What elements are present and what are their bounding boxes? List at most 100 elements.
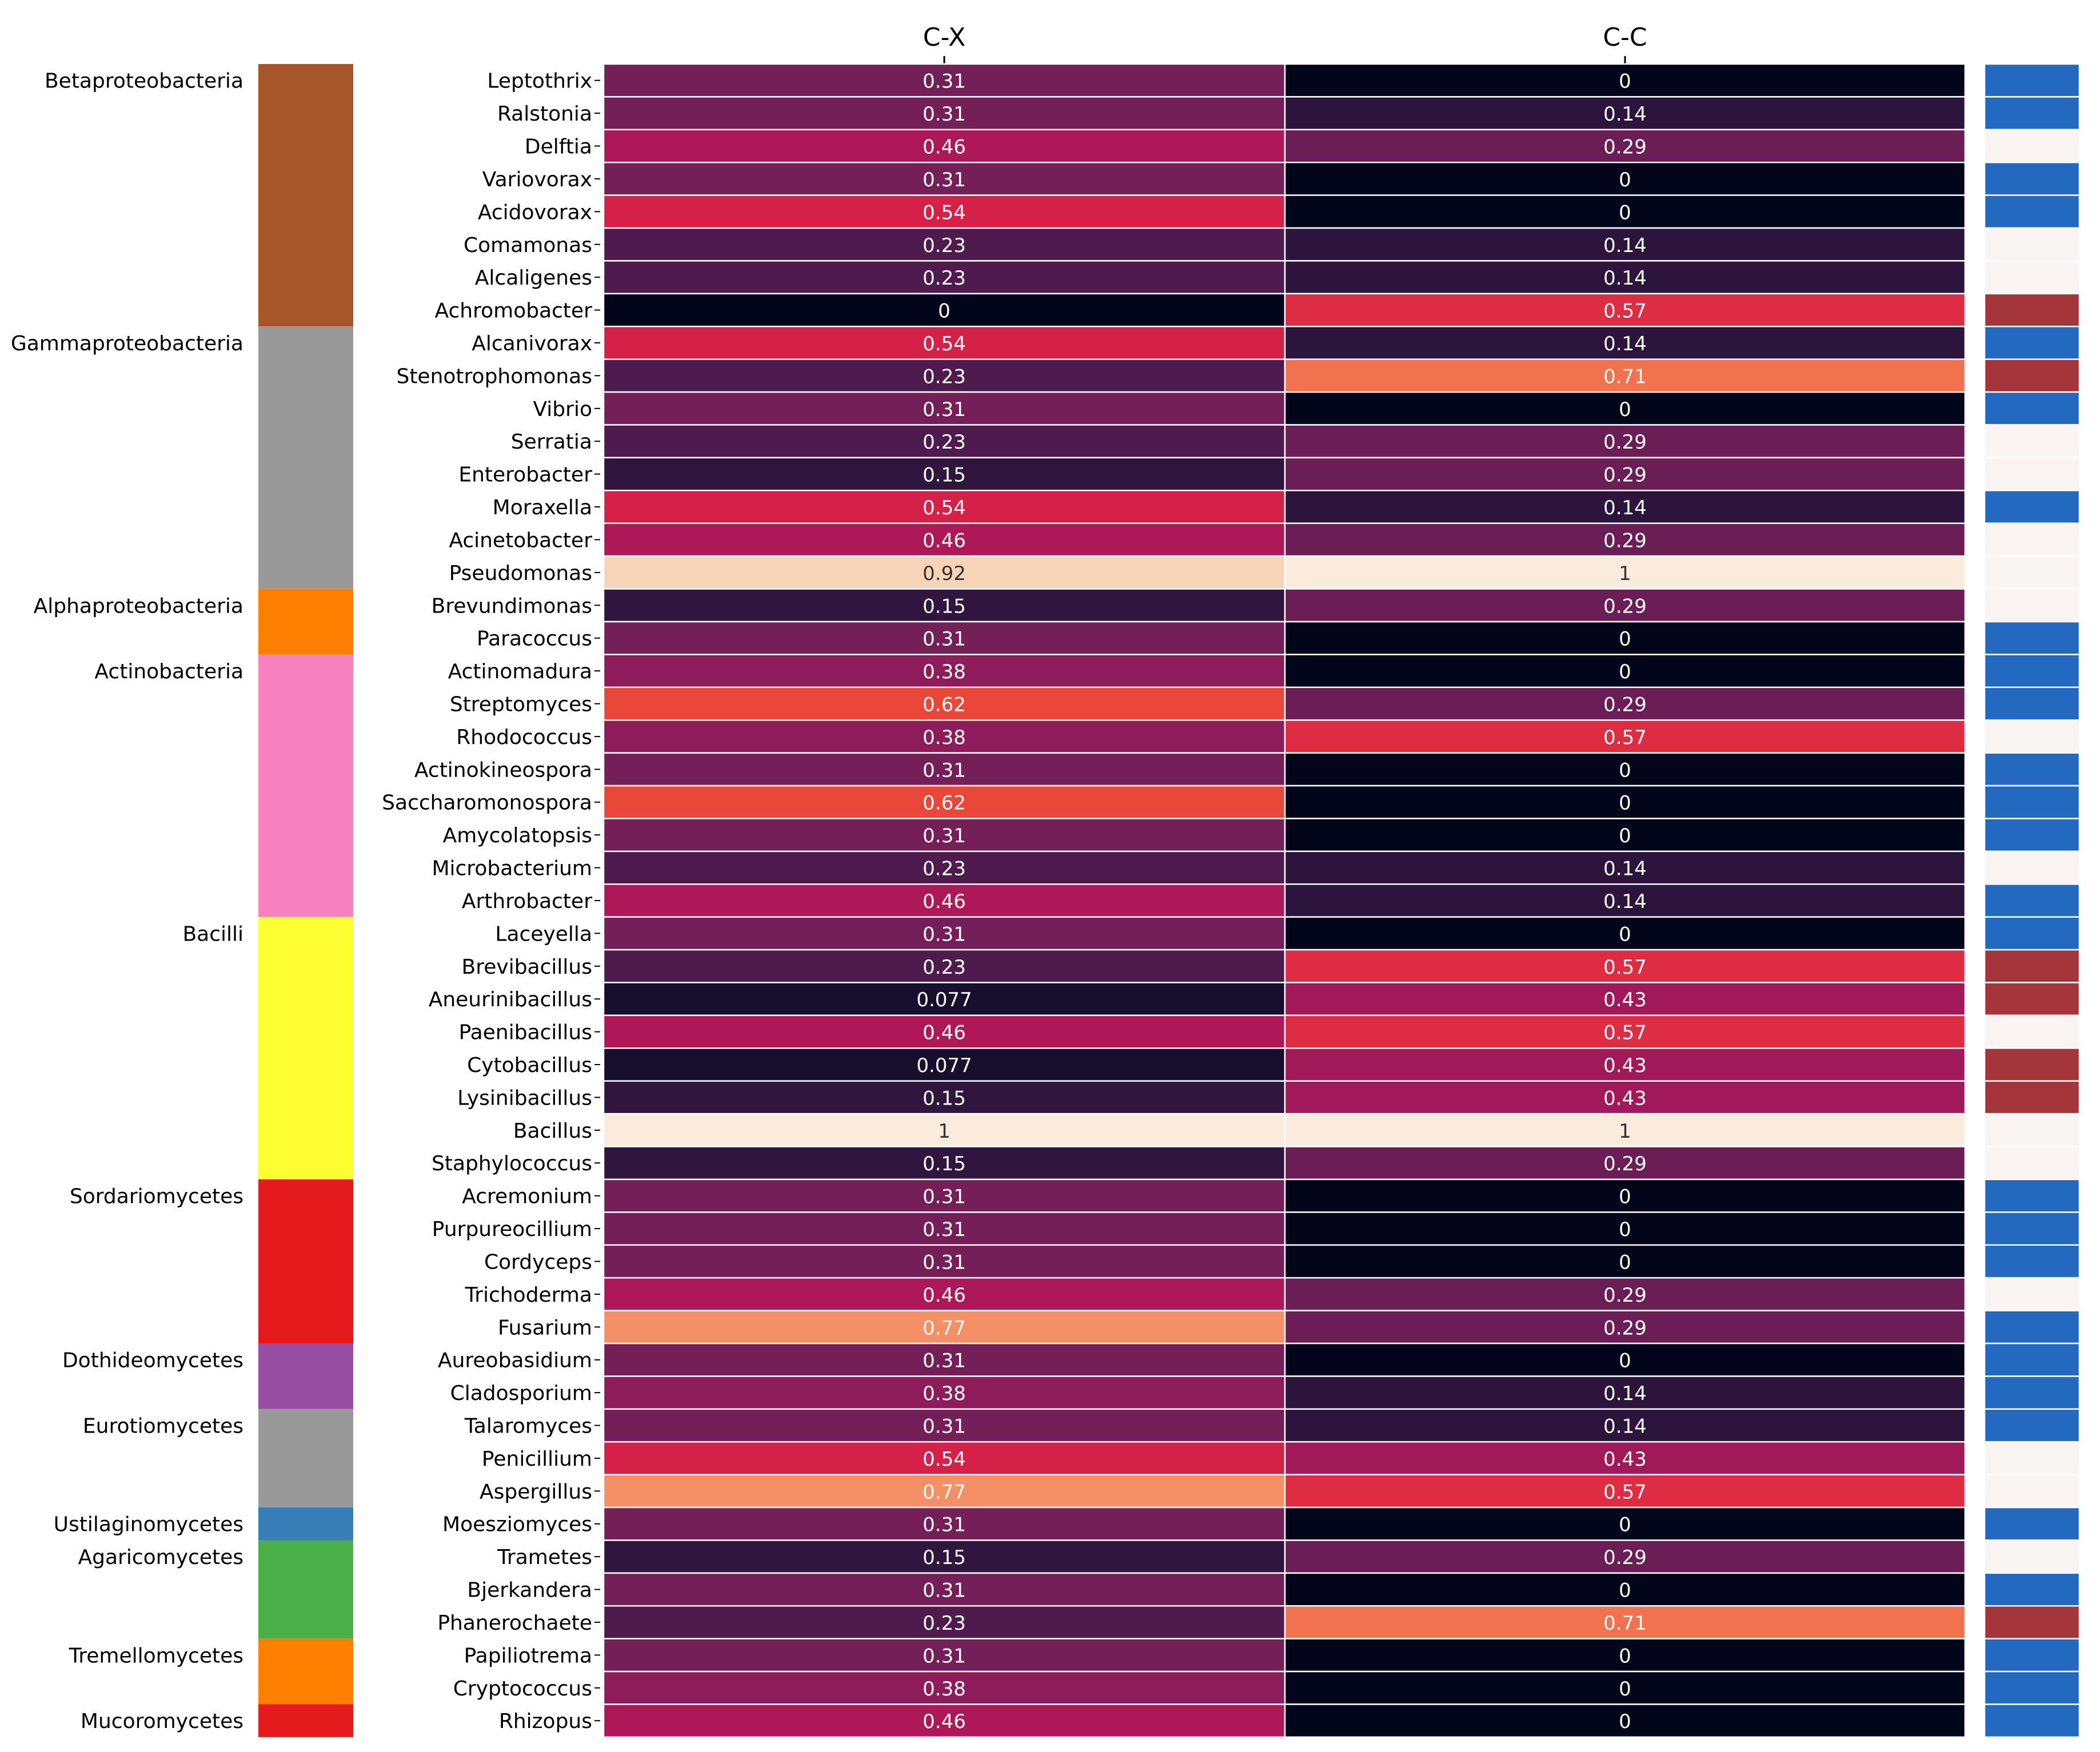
genus-label: Pseudomonas: [449, 562, 592, 585]
heatmap-cell: [602, 129, 1286, 163]
heatmap-cell: [1284, 1441, 1966, 1475]
cell-value-label: 0.31: [923, 759, 966, 782]
cell-value-label: 0.57: [1603, 1022, 1647, 1045]
cell-value-label: 0.29: [1603, 1153, 1647, 1175]
indicator-cell: [1983, 1342, 2081, 1377]
heatmap-cell: [602, 1113, 1286, 1147]
class-color-bar: [258, 589, 353, 655]
indicator-cell: [1983, 1539, 2081, 1574]
class-color-bar: [258, 1409, 353, 1508]
indicator-cell: [1983, 293, 2081, 327]
indicator-cell: [1983, 1113, 2081, 1147]
cell-value-label: 0.14: [1603, 103, 1647, 126]
indicator-cell: [1983, 850, 2081, 885]
genus-label: Aneurinibacillus: [429, 988, 592, 1011]
cell-value-label: 0.62: [923, 693, 966, 716]
cell-value-label: 0: [1619, 1678, 1631, 1701]
heatmap-cell: [1284, 161, 1966, 196]
column-header: C-X: [923, 23, 966, 52]
indicator-cell: [1983, 555, 2081, 590]
cell-value-label: 0.077: [916, 1054, 972, 1077]
class-label: Tremellomycetes: [69, 1644, 243, 1667]
cell-value-label: 0: [1619, 1514, 1631, 1537]
cell-value-label: 0.31: [923, 103, 966, 126]
indicator-cell: [1983, 522, 2081, 557]
indicator-cell: [1983, 227, 2081, 262]
cell-value-label: 0.38: [923, 726, 966, 749]
cell-value-label: 0.57: [1603, 1481, 1647, 1503]
indicator-cell: [1983, 96, 2081, 131]
cell-value-label: 0.29: [1603, 529, 1647, 552]
heatmap-cell: [602, 1244, 1286, 1279]
heatmap-cell: [1284, 1539, 1966, 1574]
genus-label: Moraxella: [493, 496, 592, 519]
heatmap-cell: [1284, 621, 1966, 655]
heatmap-cell: [602, 588, 1286, 623]
cell-value-label: 0: [1619, 70, 1631, 93]
heatmap-cell: [1284, 194, 1966, 229]
indicator-cell: [1983, 621, 2081, 655]
heatmap-cell: [602, 555, 1286, 590]
indicator-cell: [1983, 719, 2081, 754]
indicator-cell: [1983, 457, 2081, 491]
cell-value-label: 0.43: [1603, 1054, 1647, 1077]
class-label: Sordariomycetes: [70, 1185, 243, 1209]
class-color-bar: [258, 1179, 353, 1343]
genus-label: Staphylococcus: [432, 1152, 592, 1175]
cell-value-label: 0.23: [923, 234, 966, 257]
genus-label: Brevundimonas: [432, 594, 592, 618]
heatmap-cell: [1284, 1277, 1966, 1311]
cell-value-label: 1: [1619, 1120, 1631, 1143]
cell-value-label: 1: [938, 1120, 951, 1143]
cell-value-label: 0.62: [923, 792, 966, 815]
class-color-bar: [258, 1638, 353, 1705]
cell-value-label: 0.29: [1603, 464, 1647, 487]
class-label: Alphaproteobacteria: [34, 594, 243, 618]
heatmap-cell: [602, 654, 1286, 689]
indicator-cell: [1983, 686, 2081, 721]
indicator-cell: [1983, 129, 2081, 163]
indicator-cell: [1983, 588, 2081, 623]
cell-value-label: 0.29: [1603, 1546, 1647, 1569]
heatmap-cell: [1284, 1113, 1966, 1147]
cell-value-label: 0.23: [923, 1612, 966, 1635]
heatmap-cell: [1284, 949, 1966, 983]
cell-value-label: 0: [1619, 1186, 1631, 1209]
cell-value-label: 1: [1619, 562, 1631, 585]
cell-value-label: 0.29: [1603, 1317, 1647, 1339]
cell-value-label: 0.92: [923, 562, 966, 585]
class-color-bar: [258, 654, 353, 917]
heatmap-cell: [1284, 96, 1966, 131]
indicator-cell: [1983, 1670, 2081, 1705]
heatmap-cell: [602, 293, 1286, 327]
heatmap-cell: [602, 1474, 1286, 1509]
cell-value-label: 0.31: [923, 1579, 966, 1602]
heatmap-cell: [1284, 1244, 1966, 1279]
indicator-cell: [1983, 1178, 2081, 1213]
column-header: C-C: [1603, 23, 1647, 52]
heatmap-cell: [1284, 818, 1966, 853]
genus-label: Comamonas: [464, 234, 592, 257]
indicator-cell: [1983, 654, 2081, 689]
cell-value-label: 0.46: [923, 1022, 966, 1045]
cell-value-label: 0.31: [923, 1186, 966, 1209]
cell-value-label: 0.38: [923, 1382, 966, 1405]
cell-value-label: 0.15: [923, 1546, 966, 1569]
genus-label: Aspergillus: [480, 1480, 592, 1503]
indicator-cell: [1983, 1277, 2081, 1311]
class-color-bar: [258, 1343, 353, 1409]
cell-value-label: 0.31: [923, 70, 966, 93]
class-label: Bacilli: [182, 922, 243, 946]
heatmap-cell: [1284, 522, 1966, 557]
genus-label: Serratia: [511, 430, 592, 454]
cell-value-label: 0.15: [923, 1153, 966, 1175]
class-label: Actinobacteria: [94, 660, 243, 683]
indicator-cell: [1983, 391, 2081, 426]
cell-value-label: 0.29: [1603, 1284, 1647, 1307]
indicator-cell: [1983, 818, 2081, 853]
genus-label: Actinokineospora: [414, 758, 592, 782]
heatmap-cell: [602, 96, 1286, 131]
heatmap-cell: [1284, 1310, 1966, 1345]
cell-value-label: 0.29: [1603, 431, 1647, 454]
